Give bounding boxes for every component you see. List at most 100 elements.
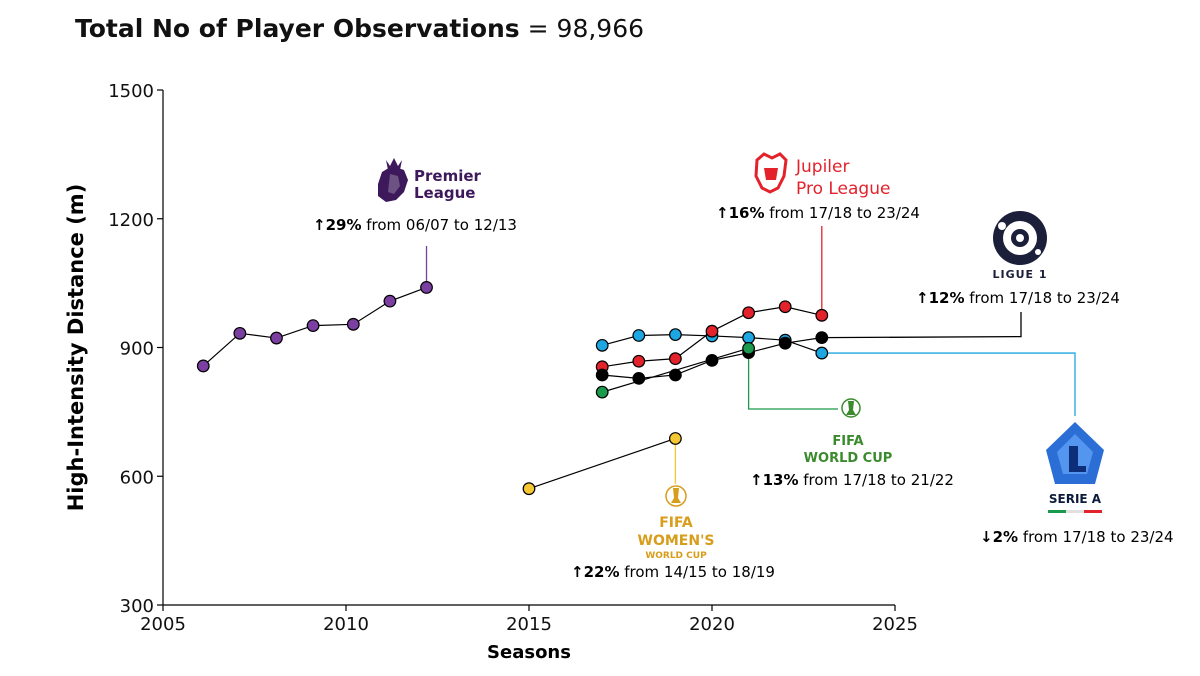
annotation-serie-a: ↓2% from 17/18 to 23/24: [980, 528, 1174, 546]
annotation-premier-arrow: ↑: [313, 216, 326, 234]
world-cup-trophy-icon: [841, 398, 861, 418]
jupiler-logo-line1: Jupiler: [795, 157, 849, 177]
series-line-fifa_wc: [602, 347, 749, 393]
serie-a-logo: SERIE A: [1046, 422, 1104, 513]
ligue1-logo-text: LIGUE 1: [992, 268, 1047, 281]
data-point-premier: [346, 317, 360, 331]
data-point-ligue1: [705, 353, 719, 367]
series-fifa_wc: [595, 341, 755, 399]
annotation-fifa-wc-text: from 17/18 to 21/22: [798, 471, 954, 489]
x-tick-label: 2005: [140, 614, 186, 635]
annotation-jupiler: ↑16% from 17/18 to 23/24: [716, 204, 920, 222]
annotation-fifa-wwc: ↑22% from 14/15 to 18/19: [571, 563, 775, 581]
premier-league-logo: Premier League: [378, 158, 482, 202]
series-ligue1: [595, 331, 829, 385]
fifa-wc-logo-line1: FIFA: [832, 434, 863, 449]
annotation-ligue1: ↑12% from 17/18 to 23/24: [916, 289, 1120, 307]
premier-logo-line2: League: [414, 184, 475, 202]
ligue1-connector: [821, 312, 1022, 339]
annotation-connectors: [425, 226, 1076, 484]
data-point-ligue1: [669, 368, 682, 382]
jupiler-logo-line2: Pro League: [796, 179, 890, 199]
data-point-seriea: [632, 329, 646, 342]
series-fifa_wwc: [522, 432, 682, 496]
annotation-fifa-wwc-arrow: ↑: [571, 563, 584, 581]
y-axis-label: High-Intensity Distance (m): [64, 184, 88, 512]
fifa-wwc-logo-line2: WOMEN'S: [638, 533, 715, 549]
data-point-seriea: [815, 346, 829, 360]
y-tick-label: 300: [120, 596, 154, 617]
x-tick-label: 2025: [872, 614, 918, 635]
ligue1-ball-icon: [993, 211, 1047, 265]
serie-a-logo-text: SERIE A: [1049, 492, 1102, 506]
y-tick-label: 1200: [108, 210, 154, 231]
data-point-jupiler: [815, 308, 829, 322]
annotation-premier-text: from 06/07 to 12/13: [361, 216, 517, 234]
title-value: 98,966: [556, 14, 645, 43]
data-point-jupiler: [742, 306, 755, 320]
annotation-ligue1-arrow: ↑: [916, 289, 929, 307]
title-label: Total No of Player Observations: [75, 14, 520, 43]
data-point-fifa_wwc: [669, 432, 682, 445]
fifa-wc-connector: [747, 348, 838, 410]
series-line-fifa_wwc: [528, 437, 676, 490]
series-layer: [196, 281, 829, 496]
premier-logo-line1: Premier: [414, 167, 482, 185]
annotation-ligue1-text: from 17/18 to 23/24: [964, 289, 1120, 307]
annotation-serie-a-arrow: ↓: [980, 528, 993, 546]
x-tick-label: 2020: [689, 614, 735, 635]
x-axis-label: Seasons: [487, 642, 571, 663]
jupiler-pro-league-logo: Jupiler Pro League: [754, 152, 890, 199]
lion-icon: [378, 158, 408, 202]
fifa-world-cup-logo: FIFA WORLD CUP: [804, 398, 893, 466]
data-point-ligue1: [595, 368, 609, 382]
y-tick-label: 1500: [108, 81, 154, 102]
data-point-jupiler: [632, 354, 646, 368]
data-point-premier: [270, 331, 283, 345]
data-point-premier: [196, 359, 210, 373]
series-premier: [196, 281, 433, 373]
annotation-ligue1-pct: 12%: [929, 289, 965, 307]
data-point-ligue1: [778, 336, 792, 350]
data-point-jupiler: [778, 300, 792, 314]
data-point-jupiler: [669, 352, 682, 366]
title-separator: =: [519, 14, 557, 43]
annotation-fifa-wc-pct: 13%: [763, 471, 799, 489]
data-point-ligue1: [632, 372, 646, 385]
data-point-premier: [306, 319, 320, 333]
data-point-seriea: [742, 331, 755, 345]
annotation-jupiler-pct: 16%: [729, 204, 765, 222]
annotation-serie-a-pct: 2%: [993, 528, 1018, 546]
data-point-fifa_wc: [595, 385, 609, 399]
annotation-serie-a-text: from 17/18 to 23/24: [1018, 528, 1174, 546]
annotation-premier: ↑29% from 06/07 to 12/13: [313, 216, 517, 234]
data-point-ligue1: [815, 331, 829, 345]
fifa-womens-world-cup-logo: FIFA WOMEN'S WORLD CUP: [638, 485, 715, 561]
annotation-fifa-wwc-text: from 14/15 to 18/19: [619, 563, 775, 581]
fifa-wwc-logo-line3: WORLD CUP: [645, 551, 707, 561]
y-tick-label: 900: [120, 339, 154, 360]
serie-a-shield-icon: [1046, 422, 1104, 484]
data-point-fifa_wwc: [522, 482, 536, 496]
data-point-jupiler: [705, 324, 719, 338]
annotation-fifa-wc-arrow: ↑: [750, 471, 763, 489]
fifa-wwc-logo-line1: FIFA: [659, 515, 693, 531]
x-tick-label: 2015: [506, 614, 552, 635]
y-tick-label: 600: [120, 467, 154, 488]
womens-trophy-icon: [665, 485, 687, 507]
axes: 300 600 900 1200 1500 2005 2010 2015 2020 2025 Sea…: [64, 81, 918, 663]
data-point-seriea: [669, 328, 682, 342]
series-jupiler: [595, 300, 829, 374]
data-point-fifa_wc: [742, 341, 755, 355]
fifa-wc-logo-line2: WORLD CUP: [804, 451, 893, 466]
x-tick-label: 2010: [323, 614, 369, 635]
annotation-jupiler-text: from 17/18 to 23/24: [764, 204, 920, 222]
serie-a-connector: [821, 352, 1076, 416]
annotation-jupiler-arrow: ↑: [716, 204, 729, 222]
annotation-fifa-wwc-pct: 22%: [584, 563, 620, 581]
annotation-fifa-wc: ↑13% from 17/18 to 21/22: [750, 471, 954, 489]
data-point-premier: [383, 294, 397, 308]
data-point-premier: [233, 326, 247, 340]
ligue1-logo: LIGUE 1: [992, 211, 1047, 281]
